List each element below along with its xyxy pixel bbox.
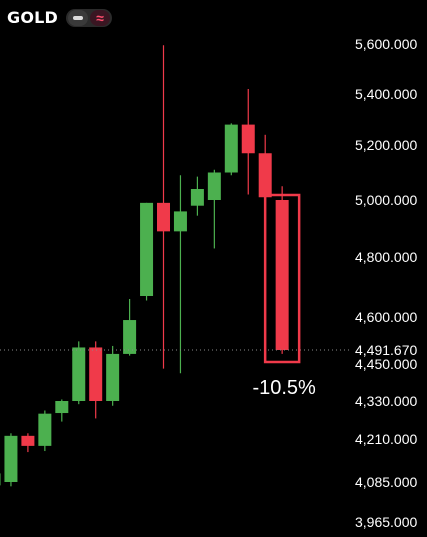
candle: [72, 341, 86, 405]
candle-body: [55, 401, 69, 414]
candle-body: [224, 124, 238, 173]
candle-body: [21, 435, 35, 446]
candle-body: [275, 200, 289, 350]
candle-body: [207, 172, 221, 200]
candle-body: [157, 202, 170, 232]
candle: [21, 433, 35, 453]
y-axis: 5,600.000 5,400.000 5,200.000 5,000.000 4,80…: [355, 36, 417, 530]
candle: [224, 123, 238, 176]
candle: [140, 202, 154, 301]
candle: [190, 176, 204, 216]
percent-change-label: -10.5%: [252, 377, 316, 399]
y-tick-label: 3,965.000: [355, 514, 417, 530]
wave-icon[interactable]: ≈: [90, 9, 111, 26]
y-tick-label: 4,600.000: [355, 309, 417, 325]
chart-style-toggle[interactable]: ≈: [66, 8, 113, 27]
y-tick-label: 4,800.000: [355, 249, 417, 265]
candle: [275, 186, 289, 354]
candle: [241, 89, 255, 195]
candle: [4, 433, 18, 487]
y-tick-label: 4,491.670: [355, 342, 417, 358]
candle: [258, 134, 272, 203]
candle: [157, 45, 170, 369]
highlight-box: [263, 193, 301, 364]
y-tick-label: 5,400.000: [355, 86, 417, 102]
y-tick-label: 4,450.000: [355, 356, 417, 372]
chart-header: GOLD ≈: [7, 8, 113, 27]
candle: [207, 169, 221, 249]
candle-body: [140, 202, 154, 296]
y-tick-label: 4,330.000: [355, 393, 417, 409]
candle-body: [258, 153, 272, 198]
candle: [55, 399, 69, 422]
candle: [106, 345, 120, 406]
candle-body: [89, 347, 103, 401]
y-tick-label: 4,085.000: [355, 474, 417, 490]
y-tick-label: 4,210.000: [355, 431, 417, 447]
y-tick-label: 5,200.000: [355, 137, 417, 153]
candle-body: [241, 124, 255, 154]
candles-group: [0, 45, 289, 487]
candle-body: [190, 189, 204, 206]
candle: [0, 473, 1, 486]
candle-body: [123, 320, 137, 354]
candle: [123, 299, 137, 356]
candle: [38, 410, 52, 452]
candle-body: [4, 435, 18, 482]
dash-icon[interactable]: [68, 9, 89, 26]
candle-body: [38, 413, 52, 446]
candle-body: [72, 347, 86, 401]
y-tick-label: 5,000.000: [355, 192, 417, 208]
overlay-group: -10.5%: [0, 193, 350, 399]
candle-body: [173, 211, 187, 232]
candle: [89, 341, 103, 419]
candle: [173, 175, 187, 374]
candle-body: [0, 473, 1, 486]
candle-body: [106, 353, 120, 401]
y-tick-label: 5,600.000: [355, 36, 417, 52]
symbol-label: GOLD: [7, 8, 59, 27]
